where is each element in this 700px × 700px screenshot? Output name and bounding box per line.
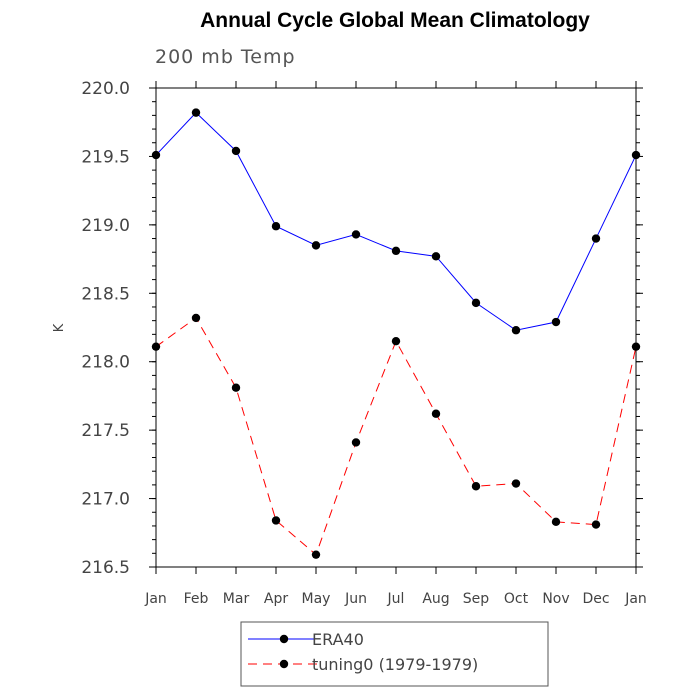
- x-tick-label: Mar: [223, 591, 250, 607]
- data-point: [391, 246, 401, 256]
- y-tick-label: 216.5: [81, 558, 130, 578]
- x-tick-label: Nov: [542, 591, 569, 607]
- y-axis: 216.5 217.0 217.5 218.0 218.5 219.0 219.5 220.0: [81, 79, 643, 578]
- chart-title: Annual Cycle Global Mean Climatology: [200, 9, 590, 32]
- x-axis: Jan Feb Mar Apr May Jun Jul Aug Sep Oct Nov Dec Jan: [144, 81, 647, 607]
- data-point: [271, 516, 281, 525]
- data-point: [351, 230, 361, 239]
- x-tick-label: Jan: [624, 591, 647, 607]
- x-tick-label: Sep: [463, 591, 490, 607]
- series-group: [151, 108, 641, 559]
- data-point: [471, 482, 481, 491]
- legend-marker-0: [279, 634, 289, 644]
- data-point: [231, 146, 241, 156]
- series-line-1: [155, 317, 637, 556]
- data-point: [391, 336, 401, 346]
- x-tick-label: Dec: [582, 591, 609, 607]
- data-point: [311, 241, 321, 250]
- y-tick-label: 220.0: [81, 79, 130, 99]
- data-point: [591, 234, 601, 243]
- x-tick-label: Jan: [144, 591, 167, 607]
- legend-box: [240, 621, 549, 687]
- data-point: [151, 150, 161, 160]
- data-point: [191, 108, 201, 117]
- data-point: [511, 326, 521, 335]
- y-tick-label: 217.0: [81, 490, 130, 510]
- data-point: [511, 479, 521, 488]
- series-line-0: [155, 111, 637, 331]
- legend-marker-1: [279, 659, 289, 669]
- data-point: [191, 313, 201, 323]
- x-tick-label: Apr: [264, 591, 288, 607]
- data-point: [351, 438, 361, 447]
- plot-frame: [155, 87, 637, 568]
- data-point: [471, 298, 481, 308]
- y-tick-label: 219.0: [81, 216, 130, 236]
- legend-label-1: tuning0 (1979-1979): [312, 655, 478, 674]
- x-tick-label: May: [302, 591, 331, 607]
- chart-subtitle: 200 mb Temp: [155, 46, 296, 68]
- x-tick-label: Oct: [504, 591, 529, 607]
- data-point: [311, 550, 321, 559]
- data-point: [631, 342, 641, 351]
- x-tick-label: Feb: [184, 591, 209, 607]
- data-point: [551, 517, 561, 527]
- data-point: [591, 520, 601, 529]
- legend-label-0: ERA40: [312, 630, 364, 649]
- y-tick-label: 217.5: [81, 421, 130, 441]
- data-point: [631, 150, 641, 160]
- data-point: [151, 342, 161, 351]
- y-axis-label: K: [52, 323, 67, 332]
- data-point: [231, 383, 241, 392]
- x-tick-label: Jul: [387, 591, 405, 607]
- data-point: [431, 409, 441, 418]
- legend: ERA40 tuning0 (1979-1979): [240, 621, 549, 687]
- data-point: [271, 222, 281, 231]
- y-tick-label: 219.5: [81, 147, 130, 167]
- data-point: [431, 252, 441, 261]
- x-tick-label: Aug: [422, 591, 449, 607]
- y-tick-label: 218.5: [81, 284, 130, 304]
- data-point: [551, 317, 561, 327]
- y-tick-label: 218.0: [81, 353, 130, 373]
- x-tick-label: Jun: [344, 591, 367, 607]
